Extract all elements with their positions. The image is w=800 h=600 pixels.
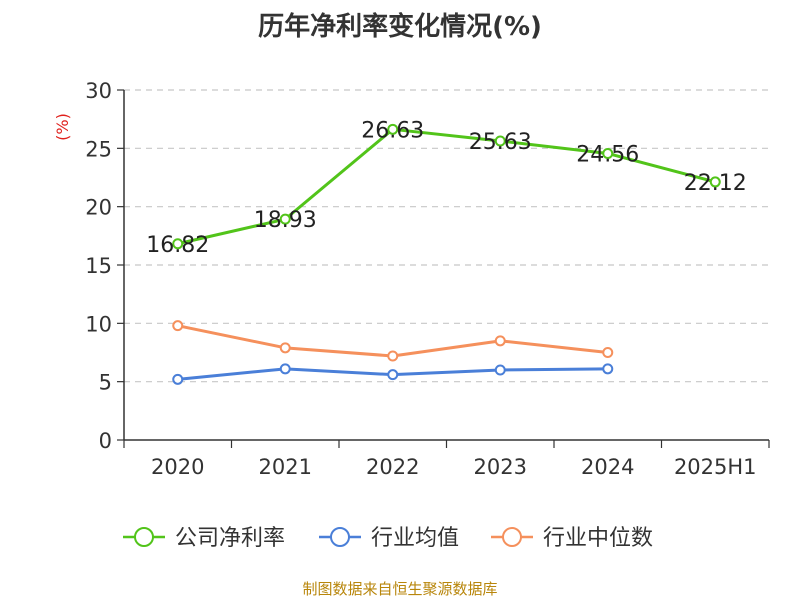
x-tick-label: 2020 [151,455,204,479]
grid-lines [124,89,769,383]
legend-item[interactable]: 公司净利率 [123,526,285,551]
data-labels: 16.82 18.93 26.63 25.63 24.56 22.12 [146,118,746,257]
axes: 0 5 10 15 20 25 30 2020 2021 2022 2023 2024 2025H1 [85,79,770,479]
x-tick-label: 2024 [581,455,634,479]
x-tick-label: 2025H1 [674,455,757,479]
data-point [172,373,184,385]
legend[interactable]: 公司净利率 行业均值 行业中位数 [123,526,653,551]
legend-label: 行业均值 [371,526,459,551]
x-tick-label: 2022 [366,455,419,479]
legend-label: 公司净利率 [175,526,285,551]
x-tick-label: 2023 [474,455,527,479]
legend-item[interactable]: 行业均值 [319,526,459,551]
data-point [602,147,614,159]
data-point [387,123,399,135]
chart-title: 历年净利率变化情况(%) [258,12,542,42]
legend-marker [330,527,350,547]
legend-item[interactable]: 行业中位数 [491,526,653,551]
data-label: 16.82 [146,233,209,258]
data-point [602,347,614,358]
legend-label: 行业中位数 [543,526,653,551]
data-label: 24.56 [576,142,639,167]
data-point [494,135,506,147]
data-label: 25.63 [469,130,532,155]
data-label: 18.93 [254,208,317,233]
data-point [602,363,614,375]
source-note: 制图数据来自恒生聚源数据库 [302,580,498,598]
y-tick-label: 10 [85,312,112,336]
data-point [494,364,506,376]
data-point [172,320,184,332]
data-label: 22.12 [684,171,747,196]
y-tick-label: 30 [85,79,112,103]
series [172,123,721,385]
y-axis-label: (%) [53,113,72,141]
y-tick-label: 25 [85,137,112,161]
y-tick-label: 5 [99,371,112,395]
legend-marker [502,527,522,547]
data-point [279,342,291,354]
x-tick-label: 2021 [259,455,312,479]
y-tick-label: 0 [99,429,112,453]
data-point [172,238,184,250]
data-point [494,335,506,347]
series-line [177,127,716,246]
y-tick-label: 15 [85,254,112,278]
data-point [279,213,291,225]
legend-marker [134,527,154,547]
data-point [279,363,291,375]
y-tick-label: 20 [85,196,112,220]
data-point [387,369,399,381]
data-point [387,350,399,362]
data-point [709,176,721,188]
data-label: 26.63 [361,118,424,143]
